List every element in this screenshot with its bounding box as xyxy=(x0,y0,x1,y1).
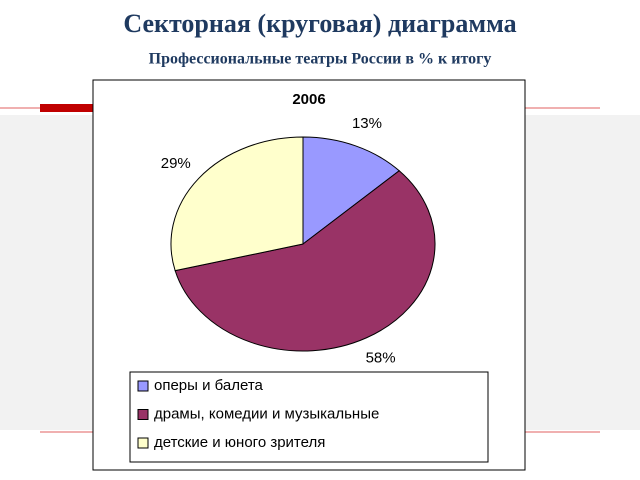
legend-swatch xyxy=(137,380,149,392)
pie-slice xyxy=(174,170,436,352)
data-label: 29% xyxy=(161,155,191,172)
legend-box xyxy=(129,371,489,463)
pie-slice xyxy=(170,136,304,272)
legend-swatch xyxy=(137,437,149,449)
chart-title: 2006 xyxy=(292,91,325,108)
slide-title: Секторная (круговая) диаграмма xyxy=(123,9,516,38)
legend-label: драмы, комедии и музыкальные xyxy=(154,405,379,422)
pie-slice xyxy=(302,136,401,246)
legend-label: оперы и балета xyxy=(154,377,264,394)
legend-label: детские и юного зрителя xyxy=(154,434,325,451)
legend-swatch xyxy=(137,409,149,420)
data-label: 58% xyxy=(366,349,396,366)
slide-subtitle: Профессиональные театры России в % к ито… xyxy=(149,51,492,68)
data-label: 13% xyxy=(352,115,382,132)
